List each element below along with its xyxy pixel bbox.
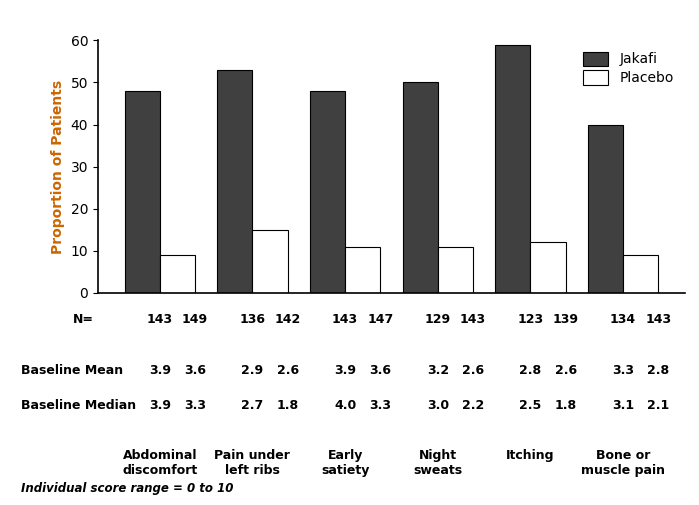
Bar xyxy=(403,82,438,293)
Bar xyxy=(438,246,473,293)
Text: Itching: Itching xyxy=(506,449,555,463)
Text: 147: 147 xyxy=(367,313,394,326)
Bar xyxy=(345,246,380,293)
Text: 2.8: 2.8 xyxy=(647,364,670,377)
Text: 1.8: 1.8 xyxy=(277,399,298,412)
Text: N=: N= xyxy=(73,313,94,326)
Text: 123: 123 xyxy=(517,313,544,326)
Text: 136: 136 xyxy=(240,313,266,326)
Text: 3.6: 3.6 xyxy=(184,364,206,377)
Text: 2.7: 2.7 xyxy=(241,399,264,412)
Text: 2.8: 2.8 xyxy=(519,364,542,377)
Text: 134: 134 xyxy=(610,313,636,326)
Text: 149: 149 xyxy=(182,313,208,326)
Legend: Jakafi, Placebo: Jakafi, Placebo xyxy=(579,47,678,89)
Text: 143: 143 xyxy=(460,313,486,326)
Text: 139: 139 xyxy=(553,313,579,326)
Text: 2.5: 2.5 xyxy=(519,399,542,412)
Text: 2.6: 2.6 xyxy=(554,364,577,377)
Text: 3.6: 3.6 xyxy=(369,364,391,377)
Text: 3.3: 3.3 xyxy=(369,399,391,412)
Text: 2.9: 2.9 xyxy=(241,364,264,377)
Bar xyxy=(623,255,658,293)
Text: Bone or
muscle pain: Bone or muscle pain xyxy=(581,449,665,477)
Text: Baseline Median: Baseline Median xyxy=(21,399,136,412)
Bar xyxy=(217,70,252,293)
Text: 3.9: 3.9 xyxy=(149,399,171,412)
Bar xyxy=(252,230,288,293)
Text: 4.0: 4.0 xyxy=(334,399,356,412)
Text: 143: 143 xyxy=(645,313,672,326)
Text: 143: 143 xyxy=(332,313,358,326)
Text: 2.2: 2.2 xyxy=(462,399,484,412)
Text: 3.0: 3.0 xyxy=(426,399,449,412)
Text: 3.1: 3.1 xyxy=(612,399,634,412)
Text: 2.6: 2.6 xyxy=(277,364,298,377)
Text: 3.9: 3.9 xyxy=(334,364,356,377)
Text: 1.8: 1.8 xyxy=(554,399,577,412)
Bar xyxy=(124,91,160,293)
Text: 3.3: 3.3 xyxy=(184,399,206,412)
Bar xyxy=(531,242,565,293)
Bar xyxy=(495,44,531,293)
Text: 3.9: 3.9 xyxy=(149,364,171,377)
Text: 129: 129 xyxy=(425,313,451,326)
Text: 3.2: 3.2 xyxy=(426,364,449,377)
Text: Early
satiety: Early satiety xyxy=(321,449,369,477)
Y-axis label: Proportion of Patients: Proportion of Patients xyxy=(51,80,65,254)
Text: 2.1: 2.1 xyxy=(647,399,670,412)
Text: Individual score range = 0 to 10: Individual score range = 0 to 10 xyxy=(21,482,233,495)
Text: 3.3: 3.3 xyxy=(612,364,634,377)
Text: 2.6: 2.6 xyxy=(462,364,484,377)
Bar xyxy=(310,91,345,293)
Text: 142: 142 xyxy=(275,313,301,326)
Text: 143: 143 xyxy=(147,313,173,326)
Text: Abdominal
discomfort: Abdominal discomfort xyxy=(122,449,197,477)
Bar xyxy=(588,125,623,293)
Text: Pain under
left ribs: Pain under left ribs xyxy=(215,449,290,477)
Text: Baseline Mean: Baseline Mean xyxy=(21,364,123,377)
Bar xyxy=(160,255,195,293)
Text: Night
sweats: Night sweats xyxy=(413,449,462,477)
